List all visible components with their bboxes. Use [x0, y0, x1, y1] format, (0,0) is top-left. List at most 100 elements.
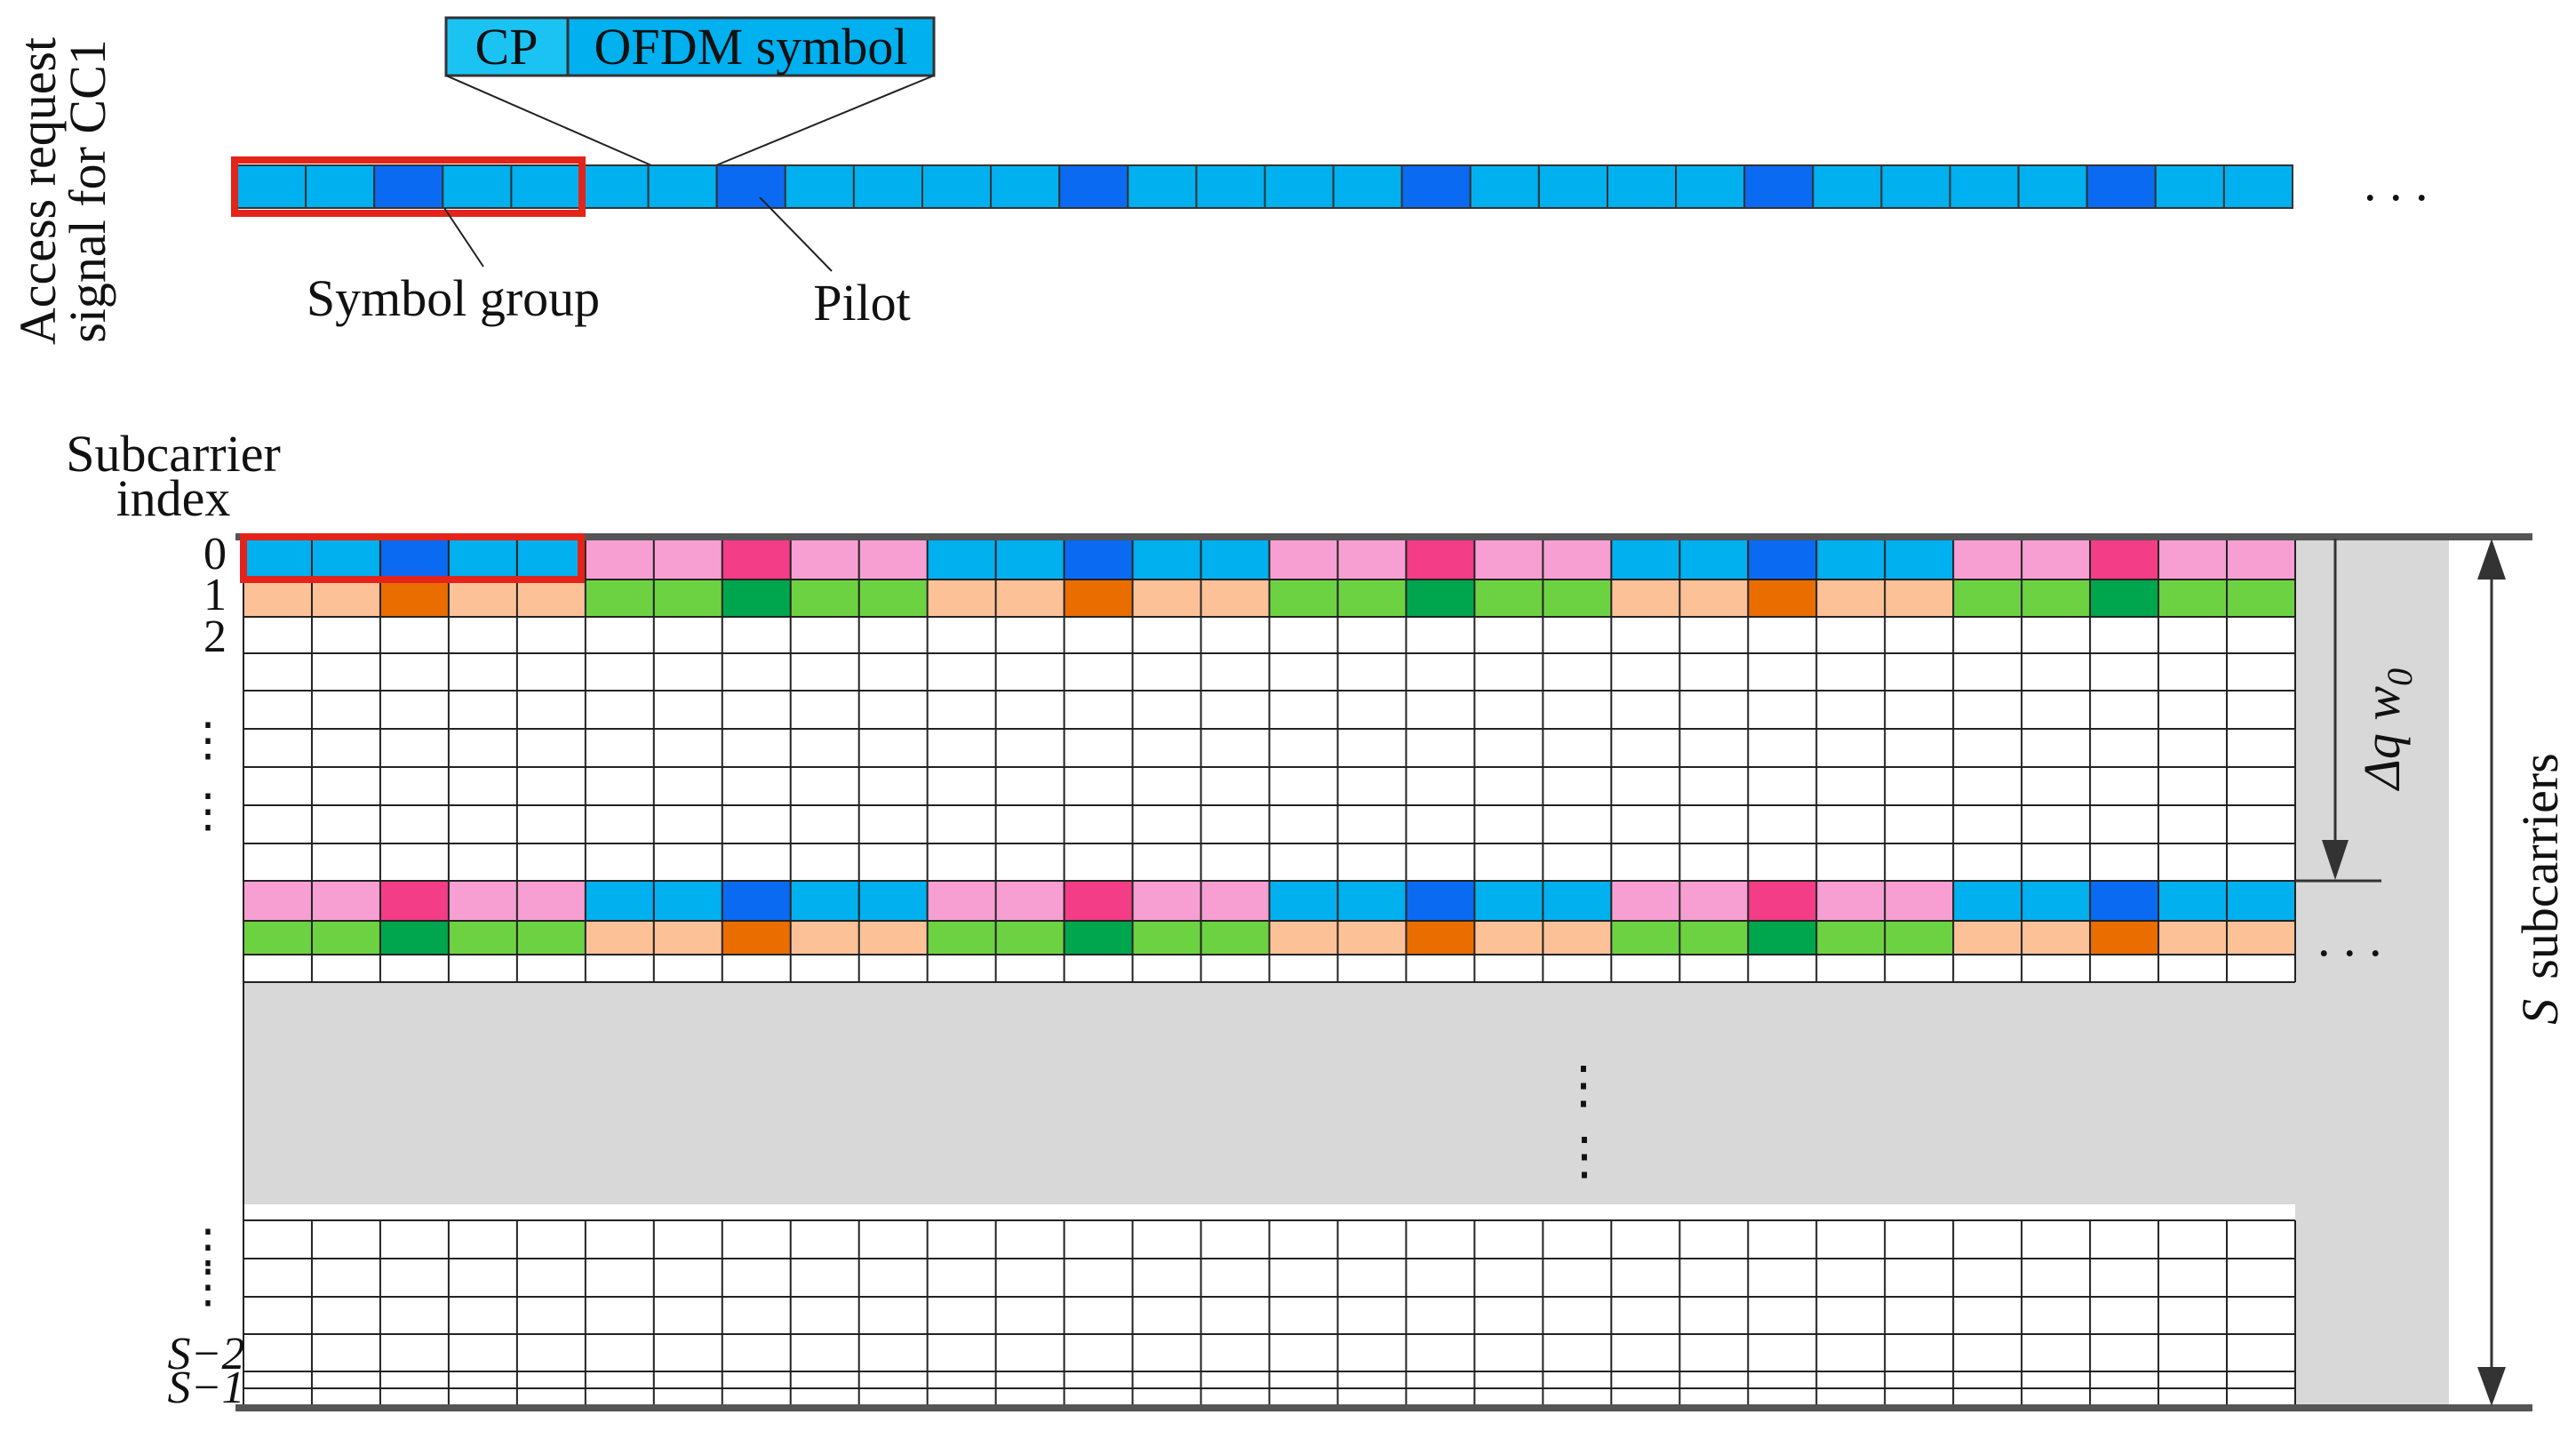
subcarrier-pair-b-cell	[790, 921, 859, 955]
subcarrier-0-cell	[1816, 537, 1886, 580]
subcarrier-pair-a-cell	[448, 881, 517, 921]
subcarrier-pair-b-cell	[2158, 921, 2228, 955]
subcarrier-pair-a-cell	[379, 881, 449, 921]
subcarrier-pair-b-cell	[2090, 921, 2159, 955]
subcarrier-0-cell	[2227, 537, 2295, 580]
subcarrier-pair-a-cell	[1064, 881, 1133, 921]
ofdm-symbol	[852, 164, 924, 209]
pilot-symbol	[1400, 164, 1471, 209]
subcarrier-pair-a-cell	[1200, 881, 1270, 921]
subcarrier-pair-a-cell	[2227, 881, 2295, 921]
ofdm-symbol	[990, 164, 1061, 209]
ofdm-symbol	[1332, 164, 1403, 209]
subcarrier-pair-a-cell	[1543, 881, 1612, 921]
total-subcarriers-indicator: Ssubcarriers	[2477, 539, 2569, 1406]
s-arrow-head-bottom	[2477, 1367, 2506, 1406]
subcarrier-0-cell	[1406, 537, 1475, 580]
row-dots-lower: ⋮	[185, 1222, 231, 1273]
grid-lines	[243, 537, 2296, 1408]
subcarrier-1-cell	[1748, 580, 1817, 617]
subcarrier-pair-b-cell	[585, 921, 654, 955]
subcarrier-pair-a-cell	[2090, 881, 2159, 921]
symbol-group-highlight	[231, 156, 586, 217]
subcarrier-pair-b-cell	[1679, 921, 1749, 955]
subcarrier-1-cell	[379, 580, 449, 617]
subcarrier-1-cell	[2022, 580, 2091, 617]
ofdm-symbol	[2154, 164, 2225, 209]
subcarrier-pair-a-cell	[1748, 881, 1817, 921]
subcarrier-0-cell	[653, 537, 722, 580]
subcarrier-0-cell	[1885, 537, 1954, 580]
ofdm-symbol	[1264, 164, 1335, 209]
pilot-label: Pilot	[813, 274, 911, 332]
subcarrier-1-cell	[858, 580, 928, 617]
subcarrier-pair-a-cell	[2158, 881, 2228, 921]
pilot-pointer	[759, 196, 833, 272]
callout-line-left	[445, 75, 652, 166]
subcarrier-0-cell	[1132, 537, 1201, 580]
subcarrier-0-cell	[1064, 537, 1133, 580]
subcarrier-pair-a-cell	[1679, 881, 1749, 921]
subcarrier-pair-b-cell	[2022, 921, 2091, 955]
subcarrier-1-cell	[1200, 580, 1270, 617]
subcarrier-1-cell	[790, 580, 859, 617]
cp-box	[444, 16, 570, 77]
pilot-symbol	[715, 164, 786, 209]
axis-title-line1: Subcarrier	[66, 425, 281, 483]
ofdm-symbol	[1880, 164, 1951, 209]
middle-dots-2: ⋮	[1559, 1127, 1610, 1185]
subcarrier-1-cell	[1474, 580, 1543, 617]
subcarrier-pair-b-cell	[1543, 921, 1612, 955]
subcarrier-pair-b-cell	[1611, 921, 1680, 955]
subcarrier-0-cell	[858, 537, 928, 580]
pilot-symbol	[373, 164, 444, 209]
ofdm-symbol	[1812, 164, 1883, 209]
row-label-1: 1	[203, 570, 227, 620]
ofdm-symbol	[1537, 164, 1609, 209]
subcarrier-1-cell	[585, 580, 654, 617]
gray-region-right	[2295, 537, 2449, 1408]
subcarrier-1-cell	[995, 580, 1065, 617]
row-label-s-minus-1: S−1	[167, 1363, 244, 1413]
middle-dots: ⋮	[1558, 1056, 1609, 1114]
subcarrier-pair-b-cell	[448, 921, 517, 955]
right-continuation-dots: . . .	[2317, 909, 2382, 967]
subcarrier-0-cell	[2158, 537, 2228, 580]
ofdm-symbol	[1469, 164, 1540, 209]
row-dots-lower-2: ⋮	[185, 1262, 231, 1313]
side-label-line2: signal for CC1	[59, 39, 116, 343]
ofdm-symbol	[784, 164, 855, 209]
subcarrier-pair-b-cell	[1064, 921, 1133, 955]
subcarrier-1-cell	[1679, 580, 1749, 617]
subcarrier-0-cell	[2022, 537, 2091, 580]
subcarrier-0-cell	[585, 537, 654, 580]
subcarrier-pair-b-cell	[1200, 921, 1270, 955]
subcarrier-pair-a-cell	[1953, 881, 2022, 921]
subcarrier-1-cell	[1543, 580, 1612, 617]
subcarrier-1-cell	[927, 580, 996, 617]
subcarrier-1-cell	[2158, 580, 2228, 617]
row-dots-upper-2: ⋮	[185, 787, 231, 837]
subcarrier-pair-a-cell	[927, 881, 996, 921]
ofdm-symbol	[305, 164, 376, 209]
subcarrier-0-cell	[311, 537, 380, 580]
subcarrier-1-cell	[2090, 580, 2159, 617]
ofdm-symbol	[236, 164, 307, 209]
subcarrier-pair-b-cell	[1474, 921, 1543, 955]
subcarrier-pair-b-cell	[653, 921, 722, 955]
subcarrier-pair-a-cell	[1816, 881, 1886, 921]
pilot-symbol	[2086, 164, 2157, 209]
subcarrier-pair-a-cell	[585, 881, 654, 921]
subcarrier-0-cell	[379, 537, 449, 580]
subcarrier-0-cell	[790, 537, 859, 580]
subcarrier-pair-a-cell	[653, 881, 722, 921]
subcarrier-pair-b-cell	[1885, 921, 1954, 955]
ofdm-symbol-label: OFDM symbol	[594, 18, 908, 76]
subcarrier-pair-a-cell	[2022, 881, 2091, 921]
subcarrier-pair-a-cell	[1885, 881, 1954, 921]
subcarrier-0-cell	[243, 537, 312, 580]
ofdm-symbol	[921, 164, 993, 209]
subcarrier-1-cell	[653, 580, 722, 617]
row-dots-upper: ⋮	[185, 716, 231, 766]
subcarrier-0-cell	[2090, 537, 2159, 580]
